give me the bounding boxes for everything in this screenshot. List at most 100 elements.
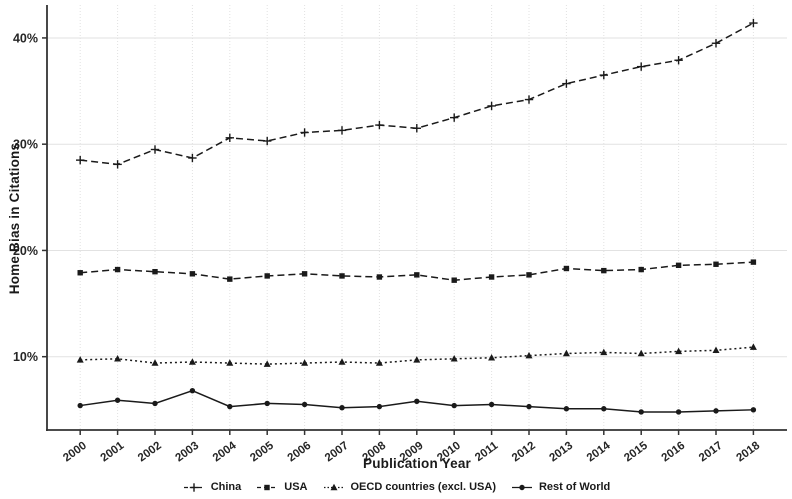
marker-square-usa [563,265,570,272]
legend-key-square-icon [257,484,278,490]
y-tick-label: 40% [13,31,38,45]
marker-triangle-oecd-countries-excl-usa [330,483,337,490]
legend-label-oecd-countries-excl-usa: OECD countries (excl. USA) [350,481,496,493]
marker-circle-rest-of-world [77,402,83,409]
marker-square-usa [601,267,607,274]
marker-triangle-oecd-countries-excl-usa [263,360,271,367]
marker-triangle-oecd-countries-excl-usa [749,343,757,350]
marker-circle-rest-of-world [264,400,270,407]
marker-triangle-oecd-countries-excl-usa [600,348,608,356]
y-tick-label: 30% [13,138,38,152]
y-axis-title: Home Bias in Citations [7,142,22,295]
marker-circle-rest-of-world [227,403,233,410]
marker-circle-rest-of-world [601,406,607,412]
marker-plus-china [562,79,571,88]
marker-square-usa [264,273,270,279]
marker-circle-rest-of-world [152,400,158,407]
marker-circle-rest-of-world [519,484,525,490]
marker-plus-china [225,133,234,143]
legend-label-rest-of-world: Rest of World [538,481,611,493]
marker-circle-rest-of-world [301,401,308,408]
marker-square-usa [638,266,644,273]
x-axis-title: Publication Year [363,456,471,471]
marker-plus-china [76,155,85,165]
marker-circle-rest-of-world [713,408,719,414]
legend-item-china: China [182,481,242,494]
marker-circle-rest-of-world [638,409,644,415]
marker-square-usa [488,274,495,280]
marker-plus-china [487,101,496,111]
marker-square-usa [77,270,83,276]
marker-triangle-oecd-countries-excl-usa [338,358,346,365]
marker-plus-china [300,128,309,137]
marker-triangle-oecd-countries-excl-usa [226,359,234,366]
marker-square-usa [713,261,719,267]
marker-plus-china [412,124,421,133]
marker-triangle-oecd-countries-excl-usa [151,359,159,366]
marker-plus-china [450,113,459,122]
marker-plus-china [189,482,198,492]
marker-triangle-oecd-countries-excl-usa [562,349,570,357]
legend-label-china: China [210,481,242,493]
legend-item-rest-of-world: Rest of World [510,481,610,494]
marker-circle-rest-of-world [339,404,345,411]
marker-triangle-oecd-countries-excl-usa [525,351,533,359]
marker-square-usa [376,274,383,280]
marker-plus-china [637,62,646,71]
marker-triangle-oecd-countries-excl-usa [637,349,645,357]
chart-canvas: 10%20%30%40%2000 2001 2002 2003 2004 2005 2006… [13,5,787,464]
marker-triangle-oecd-countries-excl-usa [76,356,84,363]
marker-plus-china [749,18,758,28]
marker-plus-china [263,136,272,146]
legend-key-circle-icon [511,484,532,490]
chart-legend: China USA OECD countries (excl. USA) Rest o… [0,478,792,496]
marker-circle-rest-of-world [189,387,196,394]
marker-plus-china [113,160,122,169]
legend-label-usa: USA [284,481,308,493]
legend-key-plus-icon [183,482,204,492]
marker-square-usa [227,276,233,282]
marker-square-usa [451,277,457,283]
marker-triangle-oecd-countries-excl-usa [488,353,496,361]
marker-triangle-oecd-countries-excl-usa [375,359,383,366]
marker-triangle-oecd-countries-excl-usa [450,355,458,362]
marker-circle-rest-of-world [114,397,121,403]
marker-triangle-oecd-countries-excl-usa [712,346,720,354]
marker-plus-china [711,39,721,48]
y-tick-label: 20% [13,244,38,258]
marker-circle-rest-of-world [675,409,682,415]
marker-square-usa [339,273,345,279]
marker-square-usa [152,268,158,275]
marker-circle-rest-of-world [376,403,383,410]
legend-key-triangle-icon [323,483,344,490]
marker-circle-rest-of-world [563,406,570,412]
marker-square-usa [301,271,308,277]
marker-triangle-oecd-countries-excl-usa [675,347,683,355]
y-tick-label: 10% [13,350,38,364]
marker-plus-china [674,56,683,65]
marker-triangle-oecd-countries-excl-usa [301,359,309,366]
marker-plus-china [524,95,534,104]
marker-plus-china [150,145,160,154]
marker-plus-china [337,126,347,135]
legend-item-oecd-countries-excl-usa: OECD countries (excl. USA) [322,481,496,494]
marker-plus-china [188,153,197,163]
marker-triangle-oecd-countries-excl-usa [114,355,122,362]
marker-square-usa [750,259,757,265]
marker-square-usa [414,272,420,278]
marker-circle-rest-of-world [750,407,757,413]
marker-triangle-oecd-countries-excl-usa [188,358,196,365]
legend-item-usa: USA [255,481,308,494]
marker-square-usa [675,262,682,269]
marker-square-usa [264,484,270,490]
marker-circle-rest-of-world [414,398,420,405]
marker-plus-china [375,120,384,130]
marker-circle-rest-of-world [526,403,532,410]
marker-circle-rest-of-world [488,401,495,408]
marker-square-usa [189,271,196,277]
marker-triangle-oecd-countries-excl-usa [413,356,421,363]
marker-circle-rest-of-world [451,402,457,409]
marker-square-usa [526,272,532,278]
marker-square-usa [114,266,121,273]
